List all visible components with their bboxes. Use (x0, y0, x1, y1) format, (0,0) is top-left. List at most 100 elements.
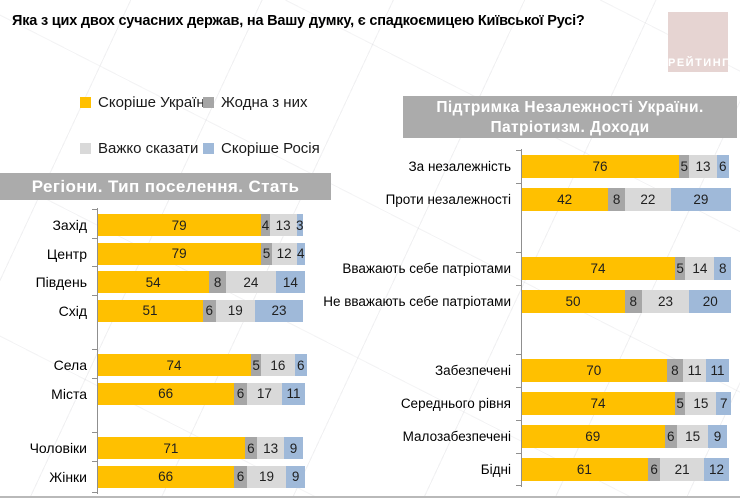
row-label: Середнього рівня (365, 392, 521, 415)
bar-segment-none_of_them: 8 (209, 271, 226, 293)
bar-segment-ukraine: 79 (97, 214, 262, 236)
bar-value: 76 (592, 159, 608, 174)
bar-segment-hard_to_say: 24 (225, 271, 276, 293)
axis-tick (516, 387, 521, 388)
axis-tick (92, 460, 97, 462)
row-label: Не вважають себе патріотами (323, 290, 521, 313)
bar-value: 61 (576, 462, 592, 477)
bar-row: За незалежність 76 5 13 6 (365, 155, 740, 178)
bar-segment-none_of_them: 5 (674, 257, 686, 280)
bar-value: 17 (256, 386, 272, 401)
row-label-text: Середнього рівня (400, 396, 511, 411)
row-label: Малозабезпечені (365, 425, 521, 448)
axis-tick (92, 294, 97, 296)
bar-segment-hard_to_say: 15 (676, 425, 709, 448)
axis-tick (516, 183, 521, 184)
bar-segment-hard_to_say: 13 (269, 214, 297, 236)
bar-value: 6 (236, 386, 245, 401)
bar-value: 16 (270, 357, 286, 373)
bar-segment-russia: 3 (296, 214, 304, 236)
bar-segment-russia: 14 (275, 271, 305, 293)
bar-value: 51 (142, 303, 158, 318)
bar-value: 6 (297, 357, 305, 373)
row-label-text: Схід (58, 302, 87, 319)
bar-stack: 79 5 12 4 (97, 242, 305, 265)
bar-segment-russia: 4 (296, 242, 305, 265)
bar-segment-russia: 7 (716, 392, 732, 415)
bar-value: 9 (289, 440, 298, 456)
bar-stack: 66 6 19 9 (97, 465, 305, 488)
chart-independence-patriotism-income: За незалежність 76 5 13 6 Проти незалежності 4… (323, 149, 740, 487)
bar-value: 20 (702, 294, 718, 309)
row-label-text: Забезпечені (434, 363, 511, 378)
row-label: Схід (0, 300, 97, 322)
bar-value: 9 (713, 429, 722, 444)
bar-value: 19 (227, 303, 243, 318)
bar-row: Малозабезпечені 69 6 15 9 (365, 425, 740, 448)
bar-stack: 50 8 23 20 (521, 290, 732, 313)
bar-value: 11 (710, 363, 725, 378)
legend-item-russia: Скоріше Росія (203, 140, 320, 157)
row-label-text: Проти незалежності (385, 192, 511, 207)
bar-value: 19 (258, 469, 274, 484)
bar-segment-none_of_them: 6 (244, 437, 258, 459)
bar-row: Південь 54 8 24 14 (0, 271, 330, 293)
bar-stack: 61 6 21 12 (521, 458, 729, 481)
row-label-text: Міста (51, 385, 87, 402)
bar-value: 5 (680, 159, 689, 174)
row-label: За незалежність (365, 155, 521, 178)
axis-tick (92, 491, 97, 493)
bar-row: Чоловіки 71 6 13 9 (0, 437, 330, 459)
bar-segment-ukraine: 66 (97, 382, 235, 405)
bar-value: 21 (674, 462, 690, 477)
bar-value: 11 (687, 363, 702, 378)
row-label-text: Південь (35, 274, 87, 290)
bar-segment-russia: 6 (294, 354, 308, 376)
row-label-text: Малозабезпечені (402, 429, 511, 444)
bar-segment-ukraine: 74 (521, 392, 675, 415)
bar-value: 11 (286, 386, 301, 401)
bar-segment-russia: 29 (670, 188, 732, 211)
bar-value: 6 (205, 303, 214, 318)
bar-row: Схід 51 6 19 23 (0, 299, 330, 322)
bar-row: Села 74 5 16 6 (0, 354, 330, 376)
axis-tick (516, 150, 521, 151)
bar-segment-ukraine: 74 (521, 257, 675, 280)
chart-right-header-line1: Підтримка Незалежності України. (436, 99, 704, 116)
row-label-text: Центр (46, 245, 87, 262)
bar-stack: 74 5 15 7 (521, 392, 732, 415)
bar-segment-none_of_them: 6 (664, 425, 677, 448)
bar-value: 8 (213, 274, 222, 290)
bar-value: 8 (612, 192, 621, 207)
bar-value: 74 (590, 261, 606, 276)
legend-swatch-hard_to_say-icon (80, 142, 91, 154)
bar-segment-hard_to_say: 13 (257, 437, 285, 459)
bar-value: 6 (666, 429, 675, 444)
bar-row: Центр 79 5 12 4 (0, 242, 330, 265)
bar-segment-russia: 9 (286, 465, 305, 488)
bar-row: Вважають себе патріотами 74 5 14 8 (342, 257, 740, 280)
bar-segment-none_of_them: 6 (234, 382, 247, 405)
bar-segment-none_of_them: 8 (625, 290, 642, 313)
bar-value: 13 (275, 217, 291, 233)
row-label: Вважають себе патріотами (342, 257, 521, 280)
bar-value: 15 (693, 396, 709, 411)
row-label: Міста (0, 383, 97, 405)
bar-segment-none_of_them: 8 (608, 188, 625, 211)
bar-row: Бідні 61 6 21 12 (365, 458, 740, 481)
row-label: Захід (0, 214, 97, 236)
bar-segment-none_of_them: 5 (674, 392, 686, 415)
axis-tick (516, 354, 521, 355)
bar-segment-russia: 6 (716, 155, 729, 178)
legend-item-none_of_them: Жодна з них (203, 94, 307, 111)
bar-value: 15 (685, 429, 701, 444)
legend-item-ukraine: Скоріше Україна (80, 94, 213, 111)
bar-segment-none_of_them: 6 (203, 299, 216, 322)
legend-label: Важко сказати (98, 139, 199, 157)
row-label: Бідні (365, 458, 521, 481)
bar-segment-hard_to_say: 15 (685, 392, 717, 415)
bar-segment-none_of_them: 5 (250, 354, 262, 376)
bar-segment-none_of_them: 6 (234, 465, 247, 488)
page-title: Яка з цих двох сучасних держав, на Вашу … (12, 13, 585, 29)
bar-value: 74 (590, 396, 606, 411)
